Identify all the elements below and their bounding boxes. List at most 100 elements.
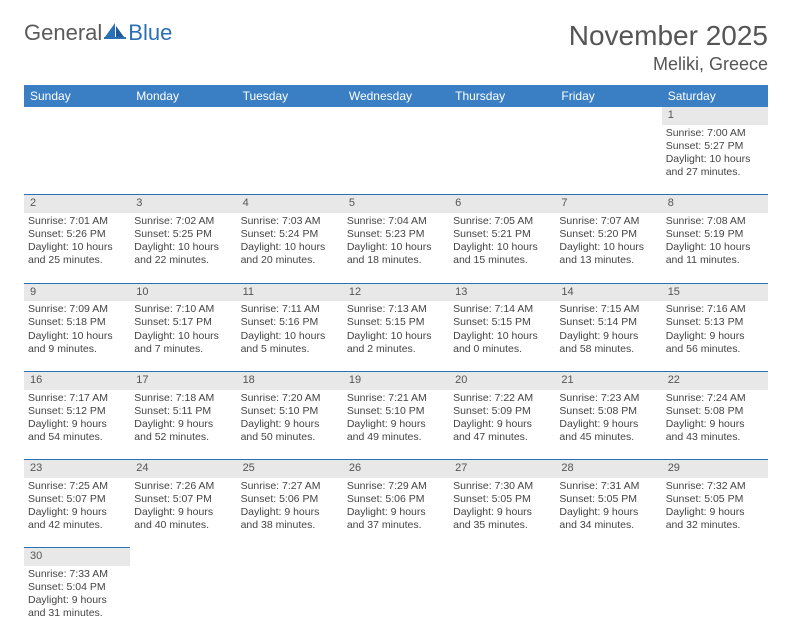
day-detail-cell: Sunrise: 7:17 AMSunset: 5:12 PMDaylight:… (24, 390, 130, 460)
day-number-cell: 3 (130, 195, 236, 213)
day-detail-cell: Sunrise: 7:22 AMSunset: 5:09 PMDaylight:… (449, 390, 555, 460)
day2-text: and 37 minutes. (347, 519, 445, 532)
day-number-cell: 4 (237, 195, 343, 213)
day-number: 3 (136, 197, 142, 209)
day1-text: Daylight: 10 hours (241, 241, 339, 254)
day-number-cell (555, 548, 661, 566)
day-number: 2 (30, 197, 36, 209)
day-number-cell (662, 548, 768, 566)
day-detail-row: Sunrise: 7:09 AMSunset: 5:18 PMDaylight:… (24, 301, 768, 371)
day2-text: and 50 minutes. (241, 431, 339, 444)
sunset-text: Sunset: 5:05 PM (453, 493, 551, 506)
sail-icon (104, 20, 126, 46)
day-number: 15 (668, 286, 680, 298)
day-number: 26 (349, 462, 361, 474)
day1-text: Daylight: 10 hours (241, 330, 339, 343)
day-detail-cell: Sunrise: 7:15 AMSunset: 5:14 PMDaylight:… (555, 301, 661, 371)
day-number-cell: 11 (237, 283, 343, 301)
day-detail-cell: Sunrise: 7:32 AMSunset: 5:05 PMDaylight:… (662, 478, 768, 548)
sunrise-text: Sunrise: 7:04 AM (347, 215, 445, 228)
day-number-cell: 25 (237, 460, 343, 478)
day-number: 21 (561, 374, 573, 386)
day-number-cell: 15 (662, 283, 768, 301)
day-number-row: 23242526272829 (24, 460, 768, 478)
day-detail-cell: Sunrise: 7:00 AMSunset: 5:27 PMDaylight:… (662, 125, 768, 195)
day1-text: Daylight: 10 hours (347, 241, 445, 254)
day-detail-cell (237, 125, 343, 195)
day2-text: and 40 minutes. (134, 519, 232, 532)
day-detail-cell (343, 566, 449, 636)
day-detail-cell: Sunrise: 7:05 AMSunset: 5:21 PMDaylight:… (449, 213, 555, 283)
sunrise-text: Sunrise: 7:11 AM (241, 303, 339, 316)
sunset-text: Sunset: 5:12 PM (28, 405, 126, 418)
day2-text: and 9 minutes. (28, 343, 126, 356)
day-number-cell: 10 (130, 283, 236, 301)
sunrise-text: Sunrise: 7:20 AM (241, 392, 339, 405)
day-number: 29 (668, 462, 680, 474)
day-detail-cell: Sunrise: 7:01 AMSunset: 5:26 PMDaylight:… (24, 213, 130, 283)
sunset-text: Sunset: 5:05 PM (666, 493, 764, 506)
day-detail-cell: Sunrise: 7:03 AMSunset: 5:24 PMDaylight:… (237, 213, 343, 283)
day-number-row: 16171819202122 (24, 371, 768, 389)
day2-text: and 35 minutes. (453, 519, 551, 532)
sunrise-text: Sunrise: 7:10 AM (134, 303, 232, 316)
day-detail-cell (24, 125, 130, 195)
sunrise-text: Sunrise: 7:14 AM (453, 303, 551, 316)
day-number-cell (130, 107, 236, 125)
sunrise-text: Sunrise: 7:24 AM (666, 392, 764, 405)
sunrise-text: Sunrise: 7:33 AM (28, 568, 126, 581)
day-number-cell: 20 (449, 371, 555, 389)
day1-text: Daylight: 9 hours (241, 506, 339, 519)
sunset-text: Sunset: 5:08 PM (559, 405, 657, 418)
sunset-text: Sunset: 5:07 PM (134, 493, 232, 506)
day-detail-cell: Sunrise: 7:08 AMSunset: 5:19 PMDaylight:… (662, 213, 768, 283)
sunrise-text: Sunrise: 7:16 AM (666, 303, 764, 316)
day1-text: Daylight: 10 hours (666, 241, 764, 254)
day1-text: Daylight: 10 hours (134, 241, 232, 254)
day-detail-row: Sunrise: 7:33 AMSunset: 5:04 PMDaylight:… (24, 566, 768, 636)
day-number-cell: 14 (555, 283, 661, 301)
day2-text: and 31 minutes. (28, 607, 126, 620)
day-number-cell: 16 (24, 371, 130, 389)
day2-text: and 27 minutes. (666, 166, 764, 179)
day1-text: Daylight: 9 hours (559, 330, 657, 343)
weekday-header: Sunday (24, 85, 130, 107)
day-number-cell: 26 (343, 460, 449, 478)
day-number: 8 (668, 197, 674, 209)
sunrise-text: Sunrise: 7:17 AM (28, 392, 126, 405)
day-number-cell: 7 (555, 195, 661, 213)
sunrise-text: Sunrise: 7:03 AM (241, 215, 339, 228)
day-number: 12 (349, 286, 361, 298)
day2-text: and 58 minutes. (559, 343, 657, 356)
day-detail-cell: Sunrise: 7:23 AMSunset: 5:08 PMDaylight:… (555, 390, 661, 460)
day-number-cell (237, 107, 343, 125)
day-number: 28 (561, 462, 573, 474)
day-detail-cell (555, 125, 661, 195)
day2-text: and 54 minutes. (28, 431, 126, 444)
day2-text: and 15 minutes. (453, 254, 551, 267)
day-number-cell: 9 (24, 283, 130, 301)
sunset-text: Sunset: 5:06 PM (241, 493, 339, 506)
day2-text: and 47 minutes. (453, 431, 551, 444)
day1-text: Daylight: 9 hours (241, 418, 339, 431)
title-block: November 2025 Meliki, Greece (569, 20, 768, 75)
day-number-cell: 8 (662, 195, 768, 213)
weekday-header: Wednesday (343, 85, 449, 107)
sunset-text: Sunset: 5:26 PM (28, 228, 126, 241)
sunset-text: Sunset: 5:24 PM (241, 228, 339, 241)
sunrise-text: Sunrise: 7:32 AM (666, 480, 764, 493)
day-detail-cell (130, 125, 236, 195)
day-number-cell: 27 (449, 460, 555, 478)
weekday-header-row: Sunday Monday Tuesday Wednesday Thursday… (24, 85, 768, 107)
day-number: 25 (243, 462, 255, 474)
sunrise-text: Sunrise: 7:30 AM (453, 480, 551, 493)
day-number-row: 1 (24, 107, 768, 125)
day2-text: and 0 minutes. (453, 343, 551, 356)
weekday-header: Thursday (449, 85, 555, 107)
day-detail-cell: Sunrise: 7:30 AMSunset: 5:05 PMDaylight:… (449, 478, 555, 548)
sunrise-text: Sunrise: 7:09 AM (28, 303, 126, 316)
day2-text: and 32 minutes. (666, 519, 764, 532)
sunset-text: Sunset: 5:04 PM (28, 581, 126, 594)
logo-text-general: General (24, 20, 102, 46)
day-number: 13 (455, 286, 467, 298)
